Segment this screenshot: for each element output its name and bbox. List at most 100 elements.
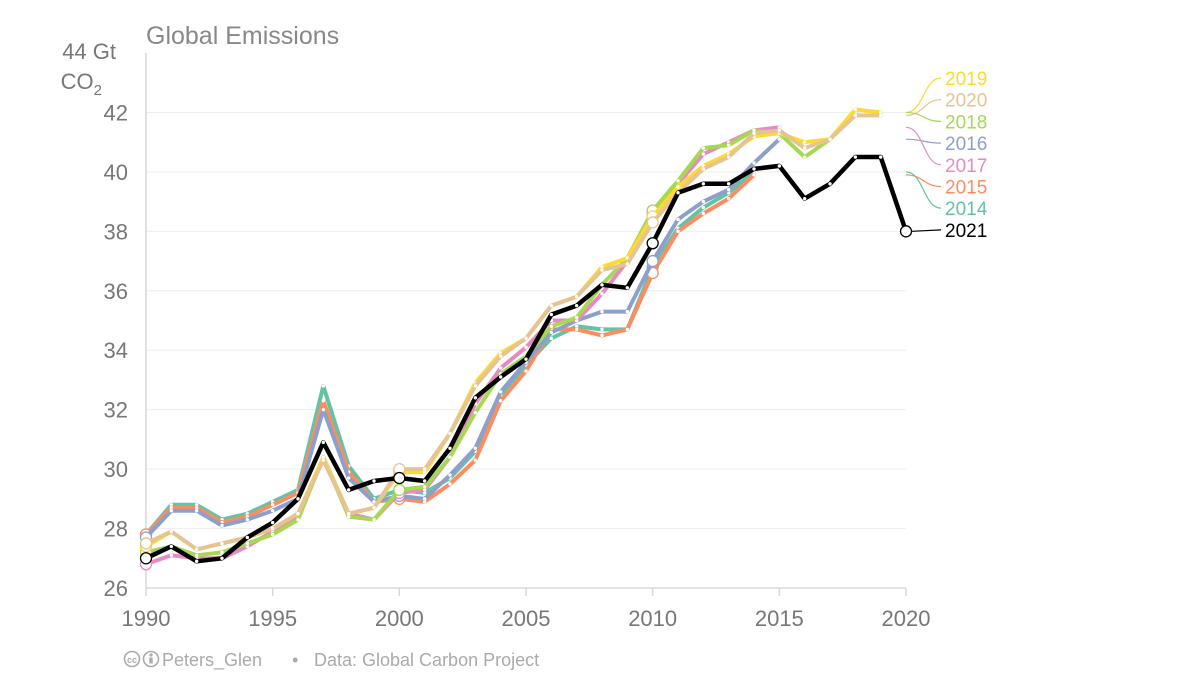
- data-point: [802, 140, 807, 144]
- footer-separator: •: [292, 650, 298, 670]
- data-point: [422, 467, 427, 471]
- data-point: [777, 164, 782, 168]
- data-point: [498, 375, 503, 379]
- data-point: [701, 205, 706, 210]
- data-point: [372, 517, 376, 522]
- data-point: [270, 532, 275, 537]
- data-point: [169, 553, 174, 558]
- data-point: [574, 324, 579, 329]
- data-point: [296, 517, 300, 522]
- data-point: [321, 399, 326, 403]
- data-point: [802, 155, 807, 159]
- legend-leader-2020: [905, 99, 942, 117]
- data-point: [372, 500, 376, 504]
- data-point: [393, 471, 406, 485]
- data-point: [828, 182, 832, 186]
- data-point: [473, 446, 478, 451]
- legend-leader-2019: [905, 77, 942, 114]
- data-point: [726, 196, 731, 201]
- data-point: [701, 146, 706, 150]
- data-point: [321, 455, 326, 459]
- data-point: [270, 520, 275, 525]
- data-point: [422, 479, 427, 483]
- data-point: [701, 211, 706, 216]
- data-point: [752, 161, 756, 165]
- y-axis-label-co: CO: [61, 69, 94, 94]
- data-point: [524, 345, 528, 349]
- data-point: [169, 506, 174, 510]
- grid-layer: [146, 111, 906, 530]
- data-point: [194, 506, 199, 510]
- legend-label-2015: 2015: [945, 178, 987, 199]
- data-point: [321, 407, 326, 412]
- data-point: [169, 529, 174, 534]
- series-2020: [139, 113, 883, 552]
- data-point: [346, 511, 351, 516]
- data-point: [726, 143, 731, 147]
- data-point: [448, 431, 452, 436]
- data-point: [270, 503, 275, 507]
- x-tick-label: 1990: [122, 606, 171, 631]
- series-2019: [139, 107, 883, 553]
- data-point: [194, 503, 199, 507]
- footer-source: Data: Global Carbon Project: [314, 650, 539, 670]
- data-point: [422, 497, 427, 501]
- x-tick-label: 2015: [755, 606, 804, 631]
- data-point: [676, 179, 680, 183]
- data-point: [245, 541, 250, 546]
- legend-label-2018: 2018: [945, 112, 987, 133]
- data-point: [777, 137, 782, 141]
- y-tick-label: 36: [104, 279, 128, 304]
- data-point: [524, 357, 528, 361]
- y-axis-label-subscript: 2: [94, 82, 102, 99]
- data-point: [245, 535, 250, 540]
- data-point: [448, 473, 452, 477]
- data-point: [802, 146, 807, 150]
- data-point: [498, 390, 503, 394]
- footer-author: Peters_Glen: [162, 650, 262, 671]
- axis-layer: 42 40 38 36 34 32 30 28 26 1990 1995 2000 2005 2010 20…: [104, 53, 930, 631]
- svg-text:cc: cc: [127, 655, 137, 665]
- data-point: [346, 514, 351, 519]
- y-tick-label: 30: [104, 457, 128, 482]
- legend-leader-2016: [905, 138, 942, 144]
- data-point: [777, 125, 782, 130]
- data-point: [676, 229, 680, 234]
- series-layer: [139, 107, 913, 571]
- legend-label-2019: 2019: [945, 69, 987, 90]
- data-point: [549, 336, 554, 341]
- data-point: [220, 556, 224, 560]
- data-point: [574, 295, 579, 299]
- data-point: [448, 446, 452, 451]
- data-point: [625, 309, 630, 314]
- data-point: [346, 488, 351, 492]
- data-point: [220, 541, 224, 546]
- data-point: [473, 410, 478, 415]
- series-2016: [139, 137, 782, 544]
- data-point: [574, 303, 579, 308]
- data-point: [245, 517, 250, 522]
- data-point: [346, 476, 351, 480]
- data-point: [549, 330, 554, 335]
- data-point: [853, 107, 858, 112]
- data-point: [194, 553, 199, 558]
- y-tick-label: 32: [104, 398, 128, 423]
- data-point: [752, 173, 756, 177]
- data-point: [726, 182, 731, 186]
- legend-leader-2014: [905, 171, 942, 209]
- data-point: [296, 497, 300, 501]
- data-point: [676, 190, 680, 195]
- data-point: [498, 366, 503, 370]
- data-point: [270, 526, 275, 531]
- data-point: [802, 196, 807, 201]
- data-point: [524, 336, 528, 341]
- data-point: [777, 128, 782, 132]
- data-point: [549, 324, 554, 329]
- data-point: [828, 137, 832, 141]
- data-point: [676, 217, 680, 222]
- data-point: [646, 254, 659, 268]
- legend-leader-2018: [905, 111, 942, 122]
- data-point: [194, 547, 199, 552]
- data-point: [726, 155, 731, 159]
